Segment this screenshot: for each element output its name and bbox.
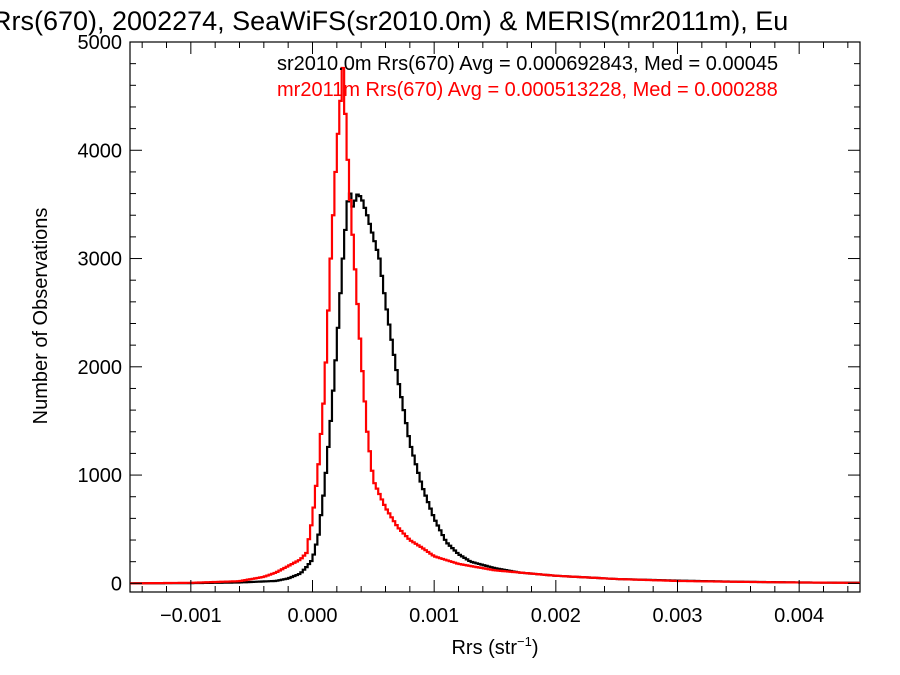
- x-tick-label: 0.002: [531, 605, 581, 627]
- x-tick-label: 0.001: [409, 605, 459, 627]
- series-line-mr2011: [130, 66, 860, 585]
- x-tick-label: −0.001: [160, 605, 222, 627]
- series-line-sr2010: [130, 192, 860, 585]
- x-tick-label: 0.004: [774, 605, 824, 627]
- plot-frame: [129, 41, 861, 593]
- series-layer: [130, 66, 860, 585]
- plot-border: [129, 41, 861, 593]
- y-tick-label: 2000: [78, 357, 123, 379]
- y-tick-label: 5000: [78, 32, 123, 54]
- annotation-sr2010: sr2010.0m Rrs(670) Avg = 0.000692843, Me…: [277, 53, 778, 75]
- x-tick-labels: −0.001 0.000 0.001 0.002 0.003 0.004: [160, 605, 824, 627]
- x-axis-label-end: ): [532, 637, 539, 659]
- y-tick-label: 0: [111, 573, 122, 595]
- y-axis-label: Number of Observations: [30, 208, 52, 425]
- x-tick-label: 0.003: [652, 605, 702, 627]
- y-tick-label: 4000: [78, 140, 123, 162]
- y-tick-label: 3000: [78, 249, 123, 271]
- y-tick-label: 1000: [78, 465, 123, 487]
- annotation-mr2011: mr2011m Rrs(670) Avg = 0.000513228, Med …: [277, 79, 778, 101]
- chart-title: Rrs(670), 2002274, SeaWiFS(sr2010.0m) & …: [0, 6, 788, 36]
- x-axis-label: Rrs (str−1): [451, 634, 538, 659]
- x-axis-label-superscript: −1: [517, 634, 532, 649]
- x-axis-label-main: Rrs (str: [451, 637, 517, 659]
- axis-ticks: [130, 41, 860, 592]
- y-tick-labels: 0 1000 2000 3000 4000 5000: [78, 32, 123, 595]
- x-tick-label: 0.000: [287, 605, 337, 627]
